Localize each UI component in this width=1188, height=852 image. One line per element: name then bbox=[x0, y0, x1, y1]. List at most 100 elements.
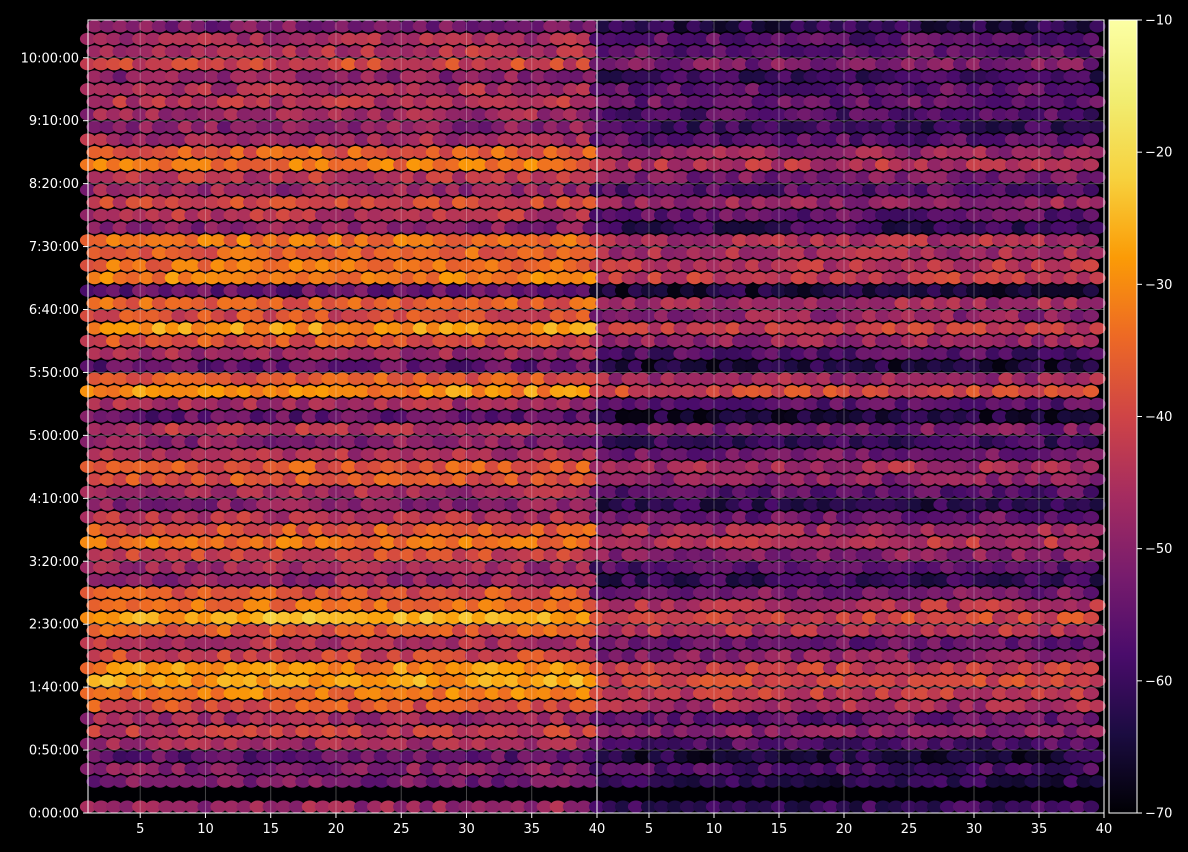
hex-cell bbox=[203, 297, 221, 310]
hex-cell bbox=[158, 83, 175, 96]
hex-cell bbox=[829, 775, 846, 788]
hex-cell bbox=[530, 473, 547, 486]
hex-cell bbox=[530, 548, 547, 562]
hex-cell bbox=[556, 624, 573, 637]
hex-cell bbox=[549, 762, 566, 776]
hex-cell bbox=[471, 360, 488, 373]
hex-cell bbox=[132, 611, 149, 625]
hex-cell bbox=[236, 284, 253, 297]
hex-cell bbox=[125, 70, 142, 83]
y-tick-label: 7:30:00 bbox=[29, 240, 79, 255]
hex-cell bbox=[425, 322, 442, 335]
hex-cell bbox=[445, 636, 462, 650]
hex-cell bbox=[1024, 775, 1041, 788]
hex-cell bbox=[790, 775, 807, 788]
hex-cell bbox=[354, 32, 371, 46]
hex-cell bbox=[119, 737, 136, 750]
hex-cell bbox=[510, 511, 527, 524]
hex-cell bbox=[354, 334, 371, 348]
hex-cell bbox=[562, 737, 580, 750]
hex-cell bbox=[145, 57, 162, 71]
hex-cell bbox=[419, 687, 436, 700]
hex-cell bbox=[119, 561, 136, 574]
hex-cell bbox=[132, 385, 149, 398]
hex-cell bbox=[282, 196, 299, 209]
hex-cell bbox=[171, 800, 188, 813]
hex-cell bbox=[530, 775, 547, 788]
hex-cell bbox=[243, 146, 260, 159]
hex-cell bbox=[1089, 422, 1106, 436]
hex-cell bbox=[327, 536, 345, 549]
hex-cell bbox=[517, 196, 534, 209]
hex-cell bbox=[197, 586, 214, 599]
hex-cell bbox=[125, 649, 142, 662]
hex-cell bbox=[262, 662, 279, 675]
hex-cell bbox=[262, 360, 279, 373]
x-tick-label: 10 bbox=[706, 822, 723, 837]
hex-cell bbox=[562, 334, 580, 348]
hex-cell bbox=[575, 460, 593, 473]
hex-cell bbox=[151, 70, 168, 83]
hex-cell bbox=[327, 800, 345, 813]
hex-cell bbox=[471, 183, 488, 197]
hex-cell bbox=[471, 108, 488, 121]
hex-cell bbox=[497, 334, 514, 348]
hex-cell bbox=[308, 750, 325, 763]
hex-cell bbox=[145, 737, 162, 750]
hex-cell bbox=[308, 674, 325, 687]
hex-cell bbox=[399, 221, 416, 234]
y-tick-label: 5:00:00 bbox=[29, 429, 79, 444]
hex-cell bbox=[484, 662, 501, 675]
hex-cell bbox=[132, 183, 149, 197]
hex-cell bbox=[119, 334, 136, 348]
hex-cell bbox=[380, 284, 397, 297]
hex-cell bbox=[679, 800, 697, 813]
hex-cell bbox=[614, 762, 632, 776]
hex-cell bbox=[210, 360, 227, 373]
hex-cell bbox=[138, 171, 155, 184]
hex-cell bbox=[491, 725, 508, 738]
hex-cell bbox=[491, 548, 508, 562]
hex-cell bbox=[380, 385, 397, 398]
hex-cell bbox=[125, 171, 142, 184]
hex-cell bbox=[419, 83, 436, 96]
hex-cell bbox=[112, 473, 129, 486]
hex-cell bbox=[458, 208, 475, 222]
hex-cell bbox=[177, 70, 194, 83]
hex-cell bbox=[360, 196, 377, 209]
hex-cell bbox=[138, 20, 155, 33]
hex-cell bbox=[556, 448, 573, 461]
hex-cell bbox=[373, 498, 390, 511]
hex-cell bbox=[282, 473, 299, 486]
x-tick-label: 35 bbox=[523, 822, 540, 837]
hex-cell bbox=[327, 511, 345, 524]
hex-cell bbox=[269, 422, 286, 436]
hex-cell bbox=[210, 561, 227, 574]
hex-cell bbox=[99, 548, 116, 562]
hex-cell bbox=[164, 221, 181, 234]
hex-cell bbox=[112, 775, 129, 788]
hex-cell bbox=[504, 649, 521, 662]
hex-cell bbox=[184, 611, 201, 625]
hex-cell bbox=[497, 32, 514, 46]
hex-cell bbox=[569, 649, 586, 662]
hex-cell bbox=[203, 120, 221, 134]
hex-cell bbox=[216, 246, 234, 260]
hex-cell bbox=[210, 762, 227, 776]
hex-cell bbox=[249, 561, 266, 574]
hex-cell bbox=[106, 687, 123, 700]
hex-cell bbox=[451, 271, 469, 285]
hex-cell bbox=[119, 309, 136, 322]
hex-cell bbox=[230, 422, 247, 436]
hex-cell bbox=[334, 498, 351, 511]
hex-cell bbox=[164, 95, 181, 109]
hex-cell bbox=[321, 624, 338, 637]
hex-cell bbox=[549, 158, 566, 171]
hex-cell bbox=[354, 712, 371, 725]
hex-cell bbox=[530, 347, 547, 360]
hex-cell bbox=[399, 649, 416, 662]
hex-cell bbox=[478, 649, 495, 662]
hex-cell bbox=[497, 284, 514, 297]
hex-cell bbox=[86, 95, 103, 109]
hex-cell bbox=[425, 674, 442, 687]
